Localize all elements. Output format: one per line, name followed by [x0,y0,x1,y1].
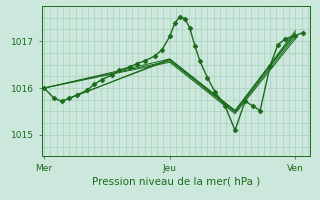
X-axis label: Pression niveau de la mer( hPa ): Pression niveau de la mer( hPa ) [92,177,260,187]
